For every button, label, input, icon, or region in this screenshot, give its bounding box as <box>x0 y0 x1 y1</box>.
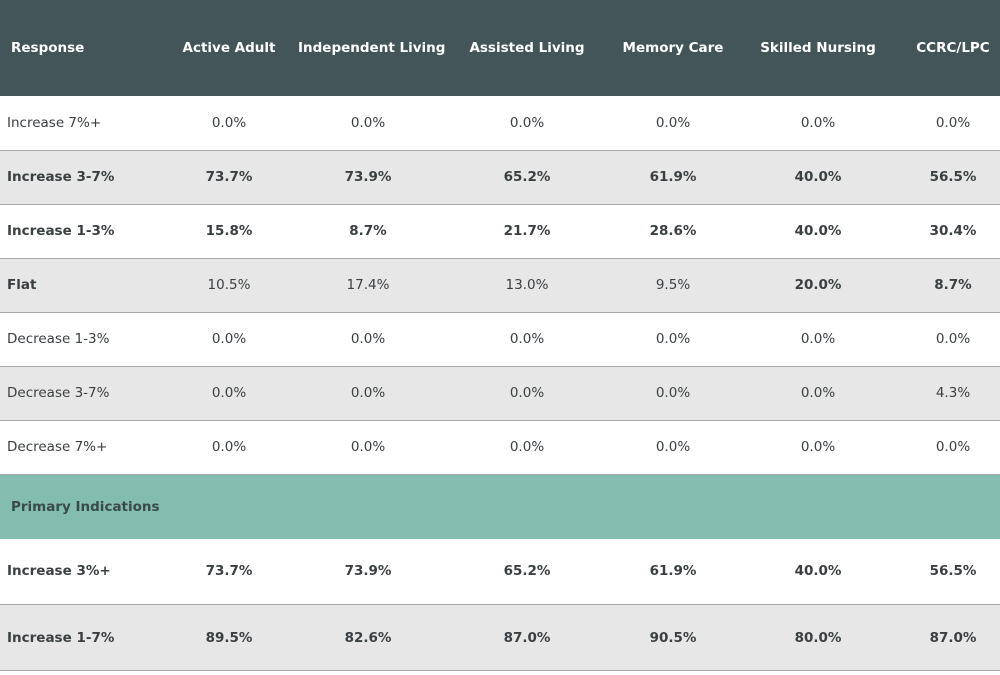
value-cell: 9.5% <box>655 277 691 293</box>
value-cell: 89.5% <box>205 629 253 646</box>
value-cell: 0.0% <box>211 114 247 131</box>
header-cell: Memory Care <box>616 0 730 96</box>
value-cell: 17.4% <box>346 277 390 293</box>
value-cell: 87.0% <box>503 629 551 646</box>
header-cell: Response <box>0 0 160 96</box>
row-label: Flat <box>7 277 37 293</box>
table-row: Decrease 3-7% 0.0% 0.0% 0.0% 0.0% 0.0% 4.3% <box>0 366 1000 420</box>
value-cell: 21.7% <box>503 223 551 239</box>
value-cell: 0.0% <box>800 385 836 401</box>
value-cell: 0.0% <box>655 331 691 347</box>
header-cell: Active Adult <box>160 0 298 96</box>
header-cell: Assisted Living <box>438 0 616 96</box>
value-cell: 28.6% <box>649 223 697 239</box>
table-row: Increase 7%+ 0.0% 0.0% 0.0% 0.0% 0.0% 0.0% <box>0 96 1000 150</box>
value-cell: 82.6% <box>344 629 392 646</box>
value-cell: 0.0% <box>509 331 545 347</box>
table-row: Decrease 1-3% 0.0% 0.0% 0.0% 0.0% 0.0% 0.0% <box>0 312 1000 366</box>
table-row: Flat 10.5% 17.4% 13.0% 9.5% 20.0% 8.7% <box>0 258 1000 312</box>
row-label: Decrease 1-3% <box>7 331 110 347</box>
value-cell: 0.0% <box>655 385 691 401</box>
value-cell: 30.4% <box>929 223 977 239</box>
value-cell: 0.0% <box>211 331 247 347</box>
value-cell: 0.0% <box>800 439 836 455</box>
table-row: Increase 1-3% 15.8% 8.7% 21.7% 28.6% 40.0% 30.… <box>0 204 1000 258</box>
value-cell: 61.9% <box>649 169 697 185</box>
value-cell: 0.0% <box>350 439 386 455</box>
value-cell: 56.5% <box>929 169 977 185</box>
value-cell: 87.0% <box>929 629 977 646</box>
table-row: Increase 1-7% 89.5% 82.6% 87.0% 90.5% 80.0% 87… <box>0 604 1000 671</box>
value-cell: 0.0% <box>655 114 691 131</box>
value-cell: 0.0% <box>509 385 545 401</box>
value-cell: 40.0% <box>794 169 842 185</box>
header-row: Response Active Adult Independent Living As… <box>0 0 1000 96</box>
value-cell: 0.0% <box>211 439 247 455</box>
header-cell: Skilled Nursing <box>730 0 906 96</box>
value-cell: 0.0% <box>800 331 836 347</box>
row-label: Increase 1-3% <box>7 223 115 239</box>
header-cell: CCRC/LPC <box>906 0 1000 96</box>
value-cell: 8.7% <box>934 277 972 293</box>
value-cell: 0.0% <box>935 114 971 131</box>
table-row: Increase 3-7% 73.7% 73.9% 65.2% 61.9% 40.0% 56… <box>0 150 1000 204</box>
value-cell: 80.0% <box>794 629 842 646</box>
section-title: Primary Indications <box>0 474 1000 539</box>
table-row: Increase 3%+ 73.7% 73.9% 65.2% 61.9% 40.0% 56.… <box>0 539 1000 605</box>
row-label: Decrease 3-7% <box>7 385 110 401</box>
row-label: Increase 1-7% <box>7 629 115 646</box>
row-label: Decrease 7%+ <box>7 439 108 455</box>
value-cell: 40.0% <box>794 563 842 580</box>
value-cell: 0.0% <box>350 331 386 347</box>
row-label: Increase 3%+ <box>7 563 111 580</box>
value-cell: 0.0% <box>350 385 386 401</box>
value-cell: 65.2% <box>503 563 551 580</box>
table-body: Increase 7%+ 0.0% 0.0% 0.0% 0.0% 0.0% 0.0% Incr… <box>0 96 1000 671</box>
value-cell: 0.0% <box>935 439 971 455</box>
value-cell: 0.0% <box>935 331 971 347</box>
header-cell: Independent Living <box>298 0 445 96</box>
value-cell: 73.7% <box>205 563 253 580</box>
value-cell: 73.9% <box>344 169 392 185</box>
value-cell: 8.7% <box>349 223 387 239</box>
table-row: Decrease 7%+ 0.0% 0.0% 0.0% 0.0% 0.0% 0.0% <box>0 420 1000 474</box>
value-cell: 73.9% <box>344 563 392 580</box>
value-cell: 20.0% <box>794 277 842 293</box>
row-label: Increase 3-7% <box>7 169 115 185</box>
value-cell: 73.7% <box>205 169 253 185</box>
value-cell: 0.0% <box>655 439 691 455</box>
value-cell: 15.8% <box>205 223 253 239</box>
value-cell: 0.0% <box>509 114 545 131</box>
value-cell: 61.9% <box>649 563 697 580</box>
value-cell: 90.5% <box>649 629 697 646</box>
value-cell: 56.5% <box>929 563 977 580</box>
value-cell: 13.0% <box>505 277 549 293</box>
row-label: Increase 7%+ <box>7 114 102 131</box>
section-row: Primary Indications <box>0 474 1000 539</box>
value-cell: 4.3% <box>935 385 971 401</box>
value-cell: 0.0% <box>509 439 545 455</box>
value-cell: 10.5% <box>207 277 251 293</box>
value-cell: 0.0% <box>800 114 836 131</box>
value-cell: 65.2% <box>503 169 551 185</box>
value-cell: 0.0% <box>211 385 247 401</box>
value-cell: 40.0% <box>794 223 842 239</box>
value-cell: 0.0% <box>350 114 386 131</box>
